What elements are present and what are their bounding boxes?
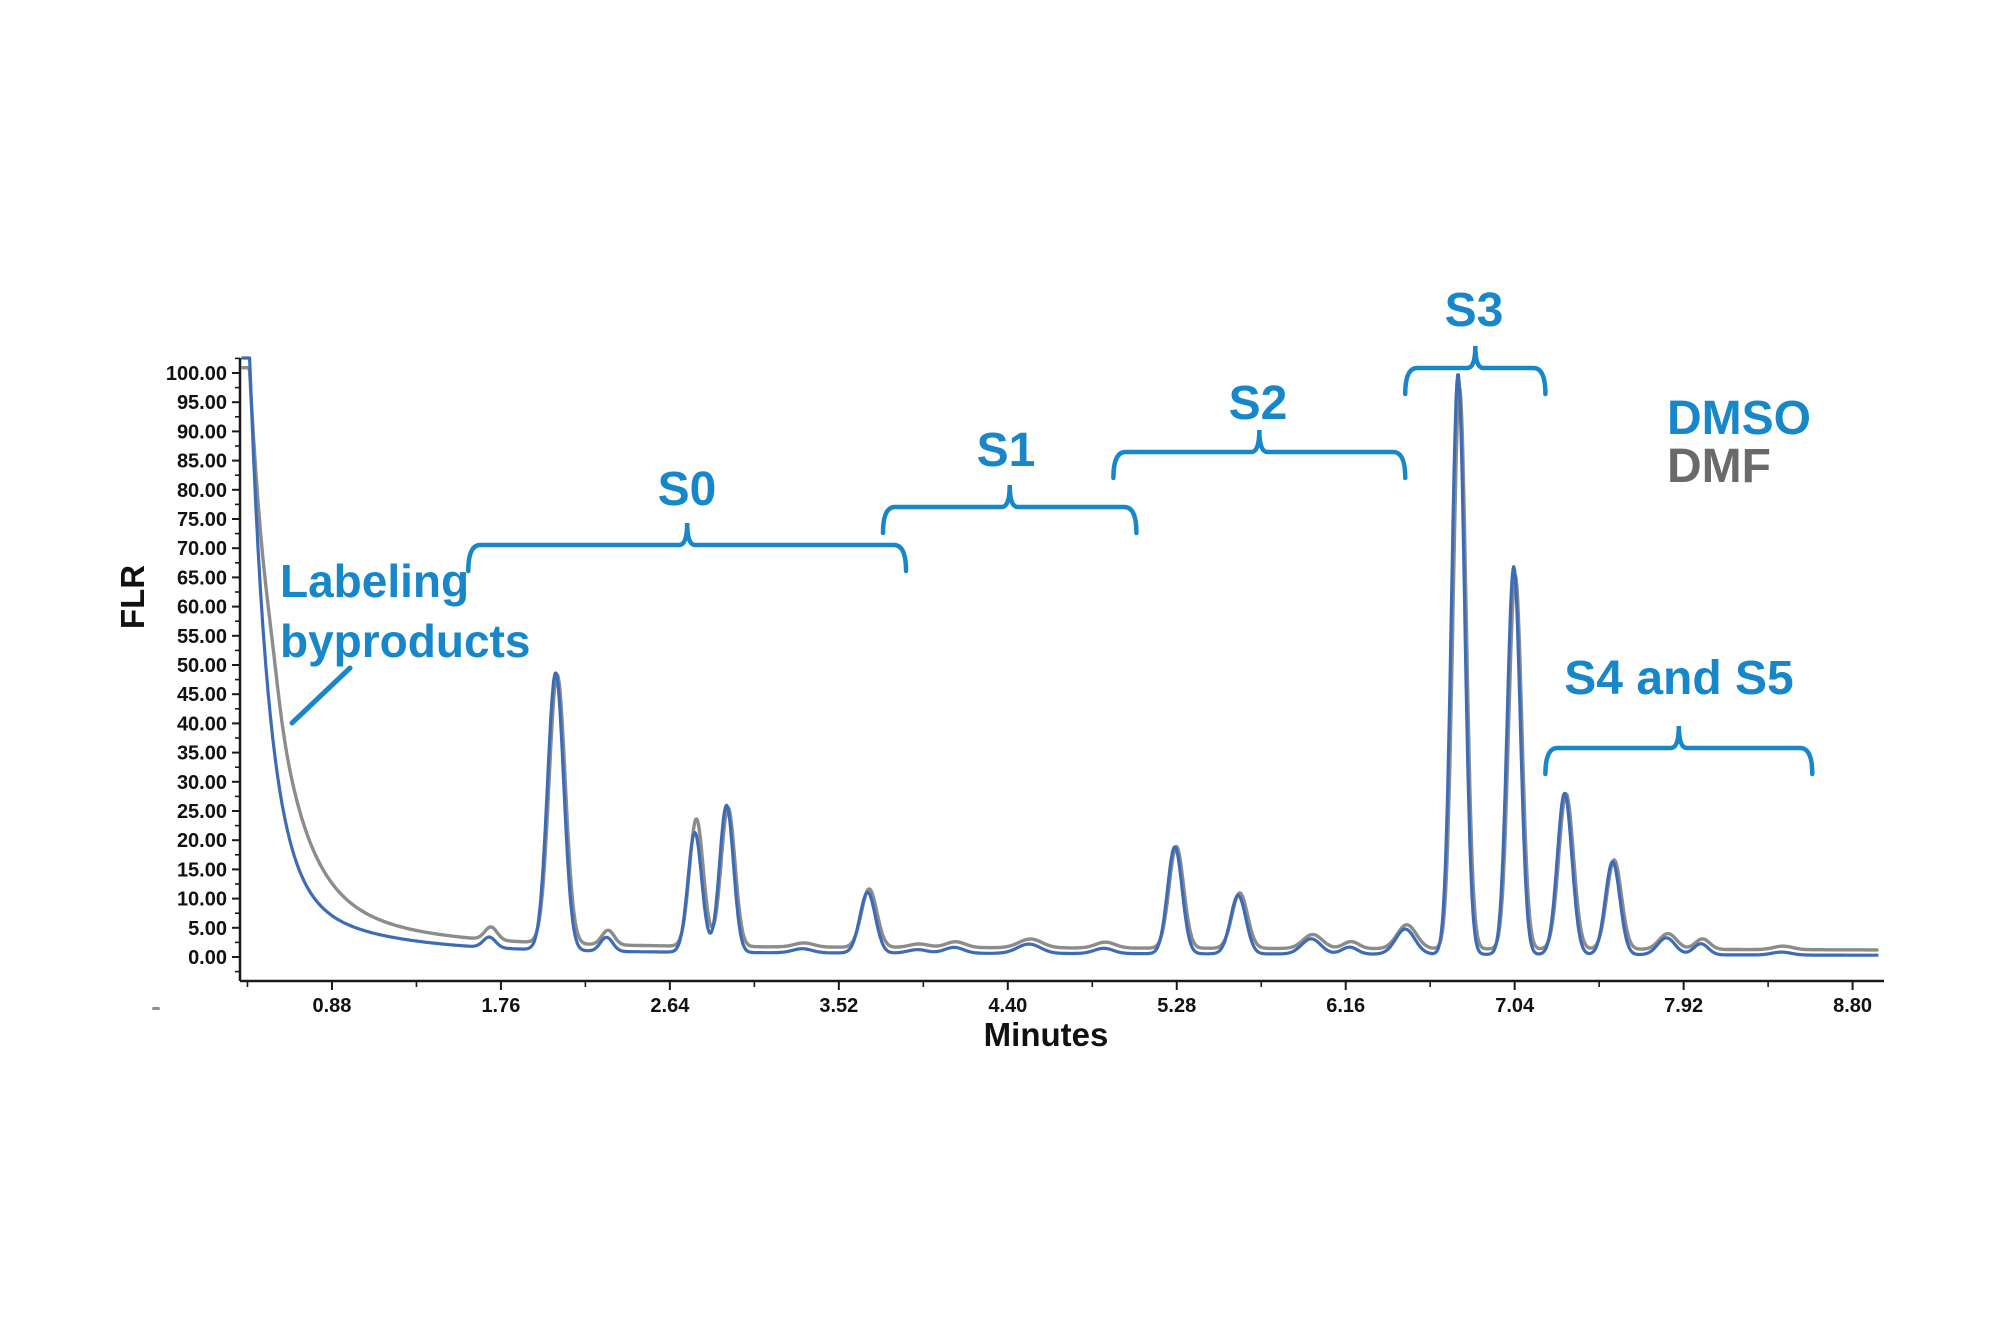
x-tick-label: 1.76 bbox=[481, 995, 520, 1017]
x-tick-label: 0.88 bbox=[312, 995, 351, 1017]
axes-layer: 0.00 5.00 10.00 15.00 20.00 25.00 30.00 35.00 40… bbox=[166, 357, 1884, 1017]
y-tick-label: 70.00 bbox=[177, 538, 227, 560]
bracket-s0 bbox=[466, 522, 909, 574]
x-tick-label: 5.28 bbox=[1157, 995, 1196, 1017]
y-axis-title: FLR bbox=[114, 564, 151, 630]
trace-dmso bbox=[241, 356, 1879, 957]
y-tick-label: 25.00 bbox=[177, 801, 227, 823]
y-tick-label: 10.00 bbox=[177, 889, 227, 911]
x-tick-label: 4.40 bbox=[988, 995, 1027, 1017]
legend-dmso-label: DMSO bbox=[1667, 392, 1811, 445]
bracket-s1 bbox=[880, 484, 1139, 536]
bracket-label-s1: S1 bbox=[976, 424, 1036, 477]
bracket-label-s3: S3 bbox=[1444, 284, 1504, 337]
y-tick-label: 55.00 bbox=[177, 626, 227, 648]
y-tick-label: 40.00 bbox=[177, 713, 227, 735]
y-tick-label: 95.00 bbox=[177, 392, 227, 414]
y-tick-label: 75.00 bbox=[177, 509, 227, 531]
y-tick-label: 65.00 bbox=[177, 567, 227, 589]
bracket-label-s4-s5: S4 and S5 bbox=[1564, 652, 1794, 705]
bracket-s2 bbox=[1111, 429, 1408, 481]
y-tick-label: 60.00 bbox=[177, 597, 227, 619]
x-axis-title: Minutes bbox=[983, 1016, 1109, 1053]
bracket-label-s2: S2 bbox=[1228, 377, 1288, 430]
y-tick-label: 30.00 bbox=[177, 772, 227, 794]
x-tick-label: 7.04 bbox=[1495, 995, 1535, 1017]
trace-layer bbox=[241, 356, 1879, 957]
bracket-s4-and-s5 bbox=[1543, 725, 1815, 777]
bracket-s3 bbox=[1402, 345, 1548, 397]
y-tick-label: 80.00 bbox=[177, 480, 227, 502]
x-tick-label: 6.16 bbox=[1326, 995, 1365, 1017]
y-tick-label: 50.00 bbox=[177, 655, 227, 677]
legend-dmf-label: DMF bbox=[1667, 440, 1771, 493]
x-tick-label: 8.80 bbox=[1833, 995, 1872, 1017]
callout-pointer-line bbox=[289, 665, 353, 726]
labeling-byproducts-callout: Labeling byproducts bbox=[280, 555, 531, 667]
y-tick-label: 5.00 bbox=[188, 918, 227, 940]
y-tick-label: 90.00 bbox=[177, 421, 227, 443]
x-tick-label: 3.52 bbox=[819, 995, 858, 1017]
annotation-layer bbox=[289, 345, 1815, 777]
y-tick-label: 45.00 bbox=[177, 684, 227, 706]
y-tick-label: 20.00 bbox=[177, 830, 227, 852]
y-tick-label: 100.00 bbox=[166, 363, 227, 385]
bracket-label-s0: S0 bbox=[657, 463, 717, 516]
stray-dash bbox=[152, 1007, 160, 1010]
y-tick-label: 35.00 bbox=[177, 743, 227, 765]
y-tick-label: 0.00 bbox=[188, 947, 227, 969]
x-tick-label: 2.64 bbox=[650, 995, 690, 1017]
y-tick-label: 15.00 bbox=[177, 859, 227, 881]
y-tick-label: 85.00 bbox=[177, 451, 227, 473]
x-tick-label: 7.92 bbox=[1664, 995, 1703, 1017]
